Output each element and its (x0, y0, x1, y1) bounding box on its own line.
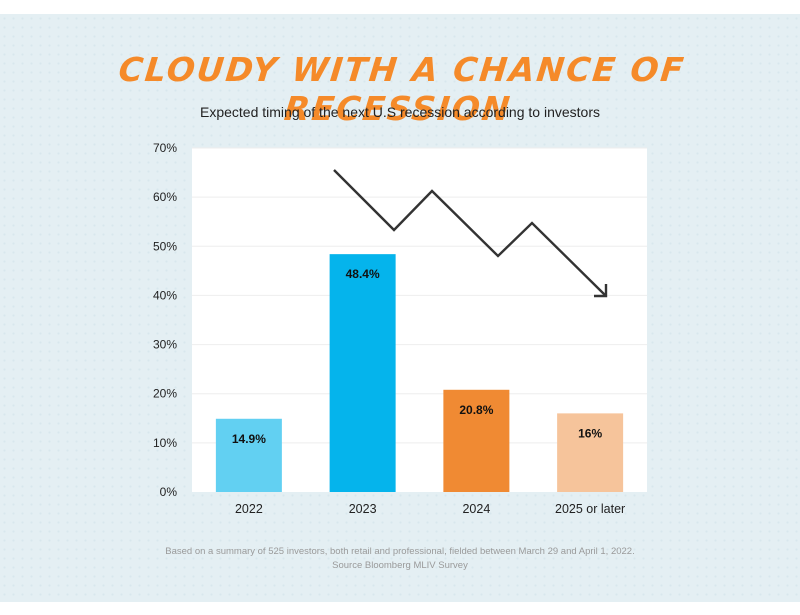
zigzag-down-arrow-icon (333, 169, 608, 298)
y-tick-label: 50% (153, 239, 177, 253)
bar-value-label: 48.4% (346, 267, 380, 281)
y-tick-label: 70% (153, 141, 177, 155)
bar (329, 254, 396, 492)
x-tick-label: 2025 or later (555, 502, 625, 516)
footnote: Based on a summary of 525 investors, bot… (0, 545, 800, 573)
footnote-survey-note: Based on a summary of 525 investors, bot… (165, 546, 635, 557)
x-axis-tick-labels: 2022 2023 2024 2025 or later (235, 502, 625, 516)
y-tick-label: 40% (153, 288, 177, 302)
x-tick-label: 2024 (462, 502, 490, 516)
bar-data-labels: 14.9% 48.4% 20.8% 16% (232, 267, 603, 446)
y-tick-label: 30% (153, 338, 177, 352)
y-tick-label: 60% (153, 190, 177, 204)
bar (215, 418, 282, 492)
y-axis-tick-labels: 0% 10% 20% 30% 40% 50% 60% 70% (153, 141, 177, 499)
y-tick-label: 20% (153, 387, 177, 401)
bar-value-label: 16% (578, 426, 602, 440)
y-tick-label: 10% (153, 436, 177, 450)
bars (215, 254, 624, 492)
bar (557, 413, 624, 492)
bar (443, 389, 510, 492)
bar-value-label: 14.9% (232, 432, 266, 446)
gridlines (192, 147, 647, 444)
x-tick-label: 2023 (349, 502, 377, 516)
bar-value-label: 20.8% (459, 403, 493, 417)
x-tick-label: 2022 (235, 502, 263, 516)
y-tick-label: 0% (160, 485, 178, 499)
footnote-source: Source Bloomberg MLIV Survey (332, 560, 468, 571)
chart-subtitle: Expected timing of the next U.S recessio… (200, 104, 600, 120)
